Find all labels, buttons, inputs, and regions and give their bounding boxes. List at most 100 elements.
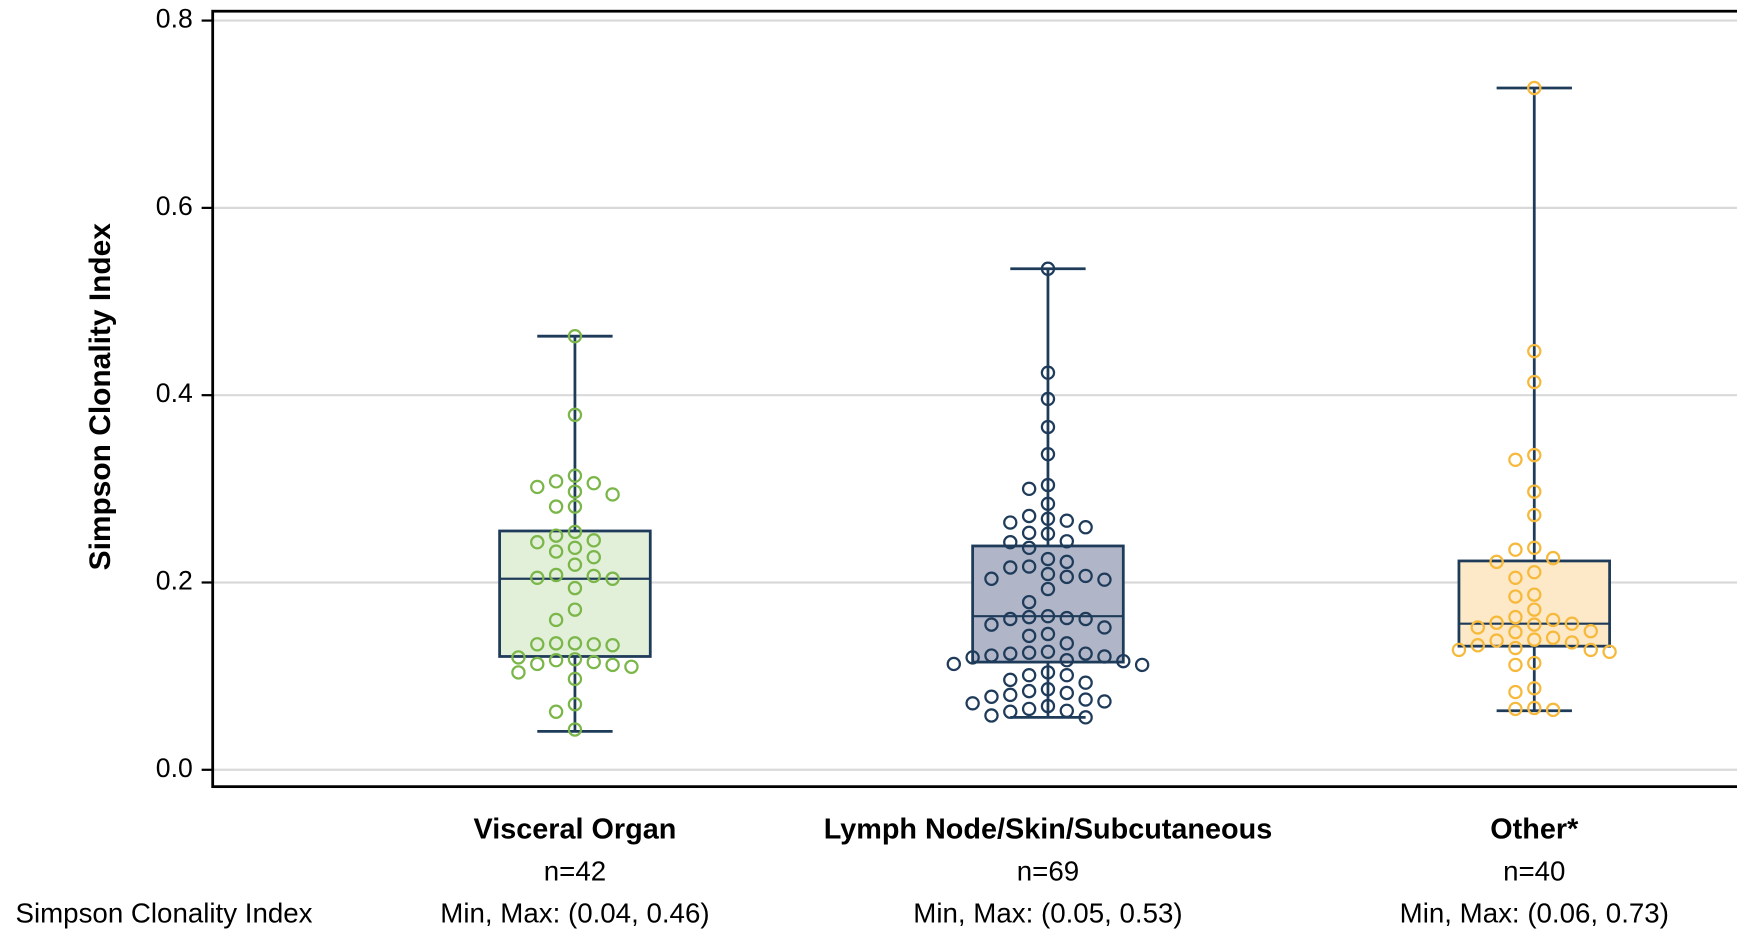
- data-point: [1116, 653, 1131, 669]
- data-point: [1040, 511, 1056, 527]
- data-point: [1003, 611, 1018, 627]
- data-point: [984, 708, 999, 723]
- range-label: Min, Max: (0.05, 0.53): [913, 897, 1182, 928]
- data-point: [965, 696, 980, 711]
- data-point: [567, 468, 583, 483]
- data-point: [1021, 540, 1037, 556]
- data-point: [511, 650, 526, 665]
- data-point: [1059, 703, 1074, 718]
- data-point: [1059, 685, 1074, 701]
- data-point: [1040, 682, 1056, 697]
- data-point: [567, 524, 583, 540]
- data-point: [1508, 609, 1523, 625]
- data-point: [1040, 626, 1056, 642]
- data-point: [1059, 636, 1074, 651]
- data-point: [567, 328, 583, 344]
- data-point: [530, 479, 545, 495]
- data-point: [548, 612, 564, 628]
- category-label: Other*: [1490, 814, 1579, 846]
- data-point: [1040, 581, 1056, 597]
- data-point: [1527, 80, 1542, 96]
- data-point: [1097, 694, 1112, 709]
- data-point: [586, 533, 601, 548]
- data-point: [1451, 642, 1467, 658]
- data-point: [548, 704, 564, 719]
- data-point: [548, 499, 564, 514]
- data-point: [1097, 572, 1112, 587]
- plot-frame: [211, 9, 1737, 789]
- data-point: [1003, 535, 1018, 550]
- data-point: [1040, 446, 1056, 462]
- data-point: [1040, 665, 1056, 680]
- data-point: [1508, 684, 1523, 700]
- data-point: [1040, 551, 1056, 567]
- data-point: [1527, 602, 1542, 617]
- data-point: [586, 549, 601, 565]
- data-point: [1527, 507, 1542, 523]
- data-point: [984, 648, 999, 663]
- data-point: [1508, 640, 1523, 656]
- data-point: [1470, 638, 1485, 653]
- data-point: [1059, 569, 1074, 585]
- data-point: [1040, 391, 1056, 407]
- data-point: [1527, 484, 1542, 499]
- data-point: [1527, 681, 1542, 696]
- data-point: [1059, 668, 1074, 683]
- data-point: [586, 654, 601, 670]
- data-point: [1527, 587, 1542, 602]
- data-point: [1021, 683, 1037, 699]
- data-point: [1021, 594, 1037, 610]
- data-point: [1021, 668, 1037, 683]
- y-tick-label: 0.4: [156, 378, 193, 408]
- data-point: [965, 650, 980, 665]
- data-point: [1527, 447, 1542, 463]
- data-point: [1021, 628, 1037, 644]
- data-point: [1040, 261, 1056, 276]
- data-point: [1003, 687, 1018, 703]
- data-point: [984, 689, 999, 704]
- data-point: [1078, 568, 1093, 584]
- data-point: [1040, 419, 1056, 435]
- data-point: [567, 499, 583, 514]
- data-point: [1078, 520, 1093, 535]
- data-point: [586, 568, 601, 584]
- data-point: [1021, 701, 1037, 717]
- data-point: [1059, 610, 1074, 626]
- data-point: [1059, 534, 1074, 549]
- data-point: [624, 659, 639, 674]
- n-label: n=42: [544, 855, 606, 886]
- data-point: [567, 540, 583, 556]
- data-point: [1545, 702, 1561, 718]
- data-point: [1078, 646, 1093, 661]
- data-point: [1545, 550, 1561, 566]
- data-point: [567, 671, 583, 687]
- data-point: [548, 636, 564, 651]
- data-point: [1489, 633, 1504, 648]
- data-point: [1134, 657, 1150, 673]
- data-point: [1021, 559, 1037, 574]
- data-point: [1527, 564, 1542, 580]
- data-point: [1602, 644, 1617, 659]
- data-point: [1508, 624, 1523, 640]
- data-point: [1489, 554, 1504, 570]
- data-point: [1470, 620, 1485, 635]
- data-point: [1040, 644, 1056, 659]
- data-point: [946, 656, 961, 672]
- data-point: [567, 407, 583, 423]
- data-point: [1583, 642, 1598, 658]
- data-point: [548, 474, 564, 489]
- data-point: [548, 567, 564, 583]
- data-point: [1040, 566, 1056, 582]
- data-point: [1097, 649, 1112, 664]
- data-point: [1040, 496, 1056, 512]
- data-point: [530, 535, 545, 550]
- data-point: [1078, 710, 1093, 725]
- data-point: [1059, 653, 1074, 668]
- data-point: [1021, 609, 1037, 625]
- y-tick-label: 0.8: [156, 4, 193, 34]
- data-point: [567, 722, 583, 737]
- data-point: [548, 528, 564, 543]
- data-point: [1583, 623, 1598, 639]
- data-point: [984, 571, 999, 586]
